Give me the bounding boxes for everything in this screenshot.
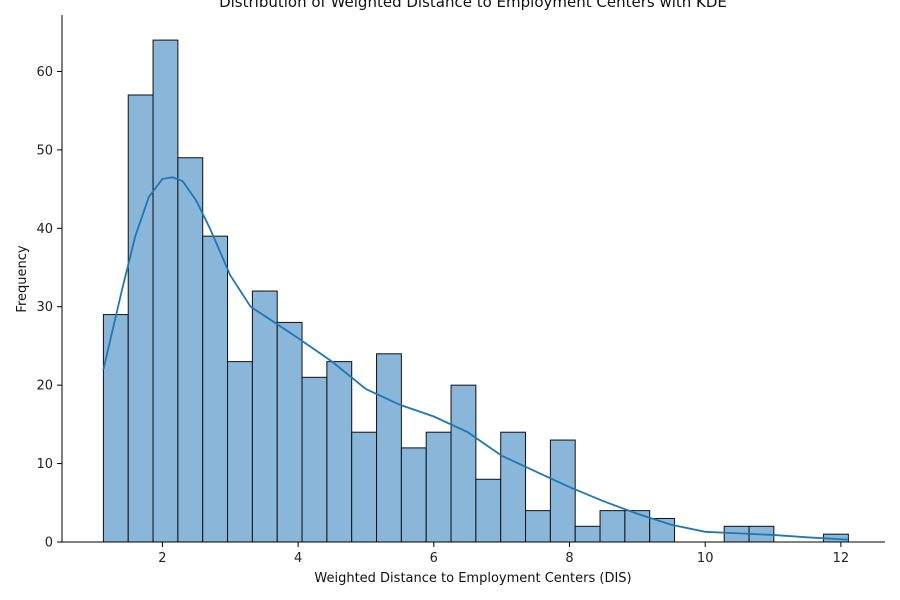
y-tick-label: 60 xyxy=(36,65,53,80)
histogram-bar xyxy=(351,431,378,543)
histogram-bar xyxy=(624,510,651,543)
y-tick-label: 20 xyxy=(36,379,53,394)
histogram-bar xyxy=(549,439,576,543)
histogram-bar xyxy=(599,510,626,543)
histogram-bar xyxy=(227,361,253,543)
chart-title: Distribution of Weighted Distance to Emp… xyxy=(219,0,727,11)
y-tick-label: 10 xyxy=(36,457,53,472)
histogram-bar xyxy=(500,431,527,543)
histogram-bar xyxy=(326,361,353,543)
histogram-bar xyxy=(152,39,179,543)
x-tick-label: 2 xyxy=(158,551,166,566)
histogram-bar xyxy=(276,321,303,543)
y-ticks: 0 10 20 30 40 50 60 xyxy=(36,65,62,551)
histogram-bar xyxy=(400,447,427,543)
histogram-bar xyxy=(301,376,328,543)
histogram-bar xyxy=(127,94,154,543)
histogram-bar xyxy=(425,431,452,543)
y-tick-label: 50 xyxy=(36,143,53,158)
y-tick-label: 40 xyxy=(36,222,53,237)
x-axis-label: Weighted Distance to Employment Centers … xyxy=(314,571,631,586)
histogram-bar xyxy=(525,510,551,543)
histogram-bar xyxy=(202,235,229,543)
x-ticks: 2 4 6 8 10 12 xyxy=(158,542,849,566)
y-axis-label: Frequency xyxy=(15,245,30,312)
x-tick-label: 4 xyxy=(294,551,302,566)
histogram-bar xyxy=(450,384,477,543)
histogram-bar xyxy=(102,314,129,543)
bars-group xyxy=(102,39,849,543)
x-tick-label: 6 xyxy=(430,551,438,566)
histogram-bar xyxy=(251,290,278,543)
axes xyxy=(61,15,885,543)
x-tick-label: 10 xyxy=(697,551,714,566)
histogram-bar xyxy=(475,478,502,543)
histogram-bar xyxy=(376,353,402,543)
x-tick-label: 8 xyxy=(565,551,573,566)
histogram-bar xyxy=(574,525,601,543)
histogram-bar xyxy=(177,157,204,543)
y-tick-label: 30 xyxy=(36,300,53,315)
x-tick-label: 12 xyxy=(833,551,850,566)
kde-line xyxy=(102,176,848,541)
y-tick-label: 0 xyxy=(45,536,53,551)
